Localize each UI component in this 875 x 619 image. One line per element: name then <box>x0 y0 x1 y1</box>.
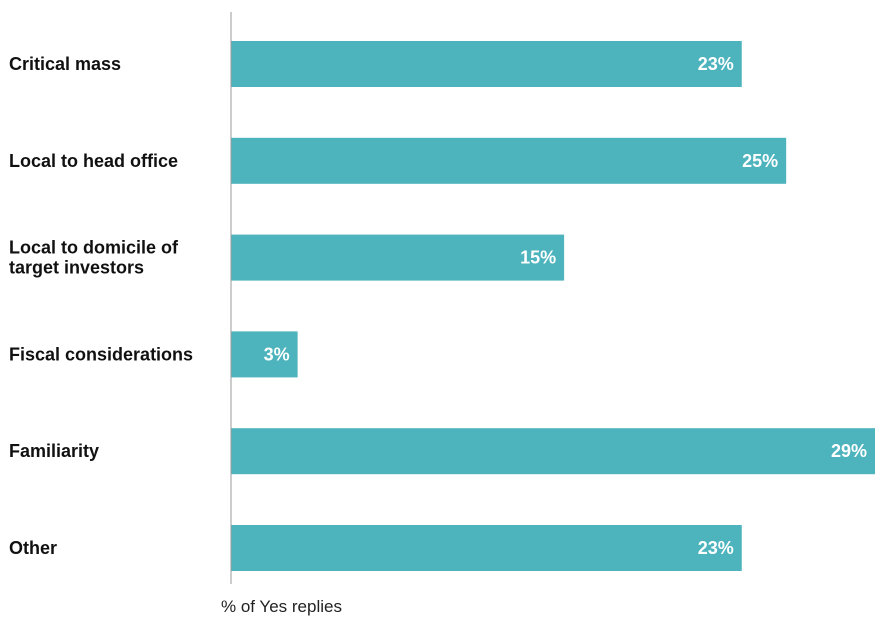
category-label: Local to head office <box>9 151 178 171</box>
bars-group <box>231 41 875 571</box>
x-axis-label: % of Yes replies <box>221 597 342 616</box>
bar <box>231 331 298 378</box>
category-label-line: Fiscal considerations <box>9 344 193 364</box>
bar <box>231 137 787 184</box>
category-label: Fiscal considerations <box>9 344 193 364</box>
bar <box>231 41 742 87</box>
category-label: Local to domicile of target investors <box>9 238 179 278</box>
category-labels: Critical mass Local to head office Local t… <box>9 54 193 558</box>
bar <box>231 234 565 281</box>
category-label: Critical mass <box>9 54 121 74</box>
bar <box>231 428 875 475</box>
category-label-line: Local to head office <box>9 151 178 171</box>
bar-value-label: 3% <box>264 344 290 364</box>
category-label-line: target investors <box>9 258 144 278</box>
bar-value-label: 23% <box>698 54 734 74</box>
category-label-line: Local to domicile of <box>9 238 179 258</box>
bar-value-label: 15% <box>520 248 556 268</box>
category-label: Other <box>9 538 57 558</box>
bar <box>231 525 742 571</box>
category-label-line: Critical mass <box>9 54 121 74</box>
value-labels: 23% 25% 15% 3% 29% 23% <box>264 54 867 558</box>
bar-value-label: 23% <box>698 538 734 558</box>
category-label-line: Other <box>9 538 57 558</box>
bar-value-label: 29% <box>831 441 867 461</box>
category-label: Familiarity <box>9 441 99 461</box>
bar-value-label: 25% <box>742 151 778 171</box>
category-label-line: Familiarity <box>9 441 99 461</box>
